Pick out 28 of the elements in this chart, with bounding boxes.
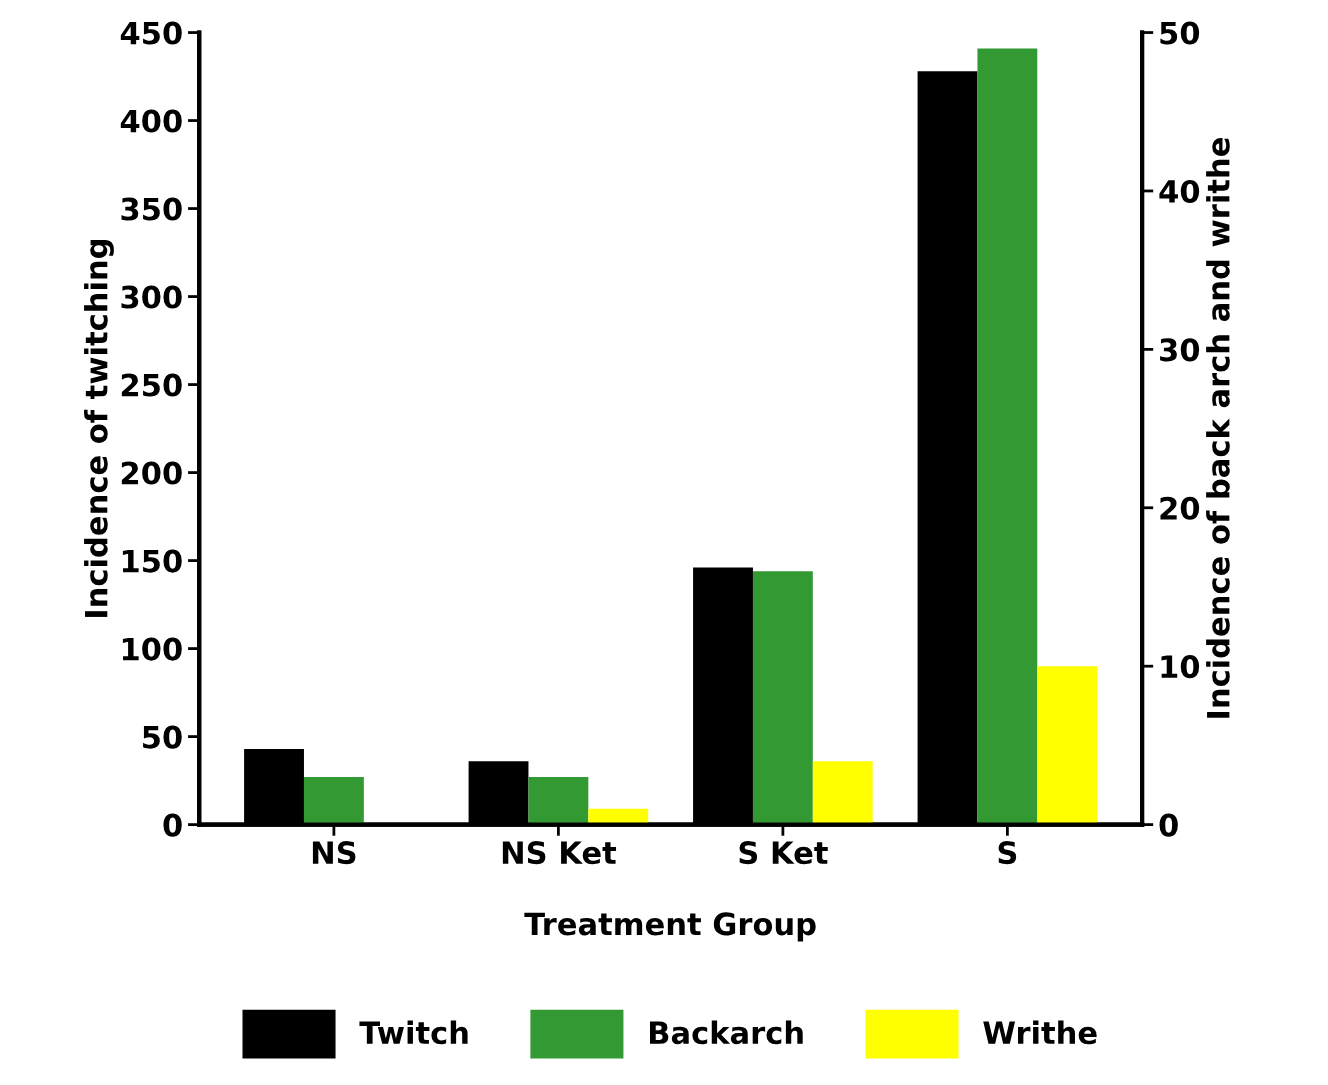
legend-label: Writhe: [983, 1020, 1097, 1045]
y-tick-label: 150: [122, 549, 182, 573]
bar: [812, 761, 873, 825]
y-tick-label: 0: [163, 813, 182, 837]
y2-tick-label: 30: [1160, 338, 1200, 362]
y2-tick-label: 40: [1159, 179, 1200, 203]
y-tick-label: 350: [121, 197, 182, 221]
y2-axis-title: Incidence of back arch and writhe: [1206, 138, 1230, 718]
y2-tick-label: 50: [1160, 21, 1200, 45]
y-tick-label: 450: [120, 21, 182, 45]
y2-tick-label: 20: [1160, 496, 1200, 520]
y2-tick-label: 10: [1161, 655, 1200, 679]
y-tick-label: 400: [120, 109, 182, 133]
bar: [1037, 666, 1098, 825]
x-tick-label: S: [998, 841, 1017, 865]
x-axis-title: Treatment Group: [524, 912, 816, 942]
x-tick-label: S Ket: [739, 841, 828, 865]
legend-label: Backarch: [649, 1020, 803, 1045]
y-tick-label: 250: [121, 373, 182, 397]
y-tick-label: 300: [121, 285, 182, 309]
y-tick-label: 200: [121, 461, 182, 485]
y-axis-title: Incidence of twitching: [84, 239, 114, 617]
x-tick-label: NS Ket: [502, 841, 617, 865]
y-tick-label: 100: [122, 637, 182, 661]
x-tick-label: NS: [312, 841, 356, 865]
legend-label: Twitch: [359, 1020, 468, 1045]
y2-tick-label: 0: [1159, 813, 1178, 837]
y-tick-label: 50: [143, 725, 182, 749]
